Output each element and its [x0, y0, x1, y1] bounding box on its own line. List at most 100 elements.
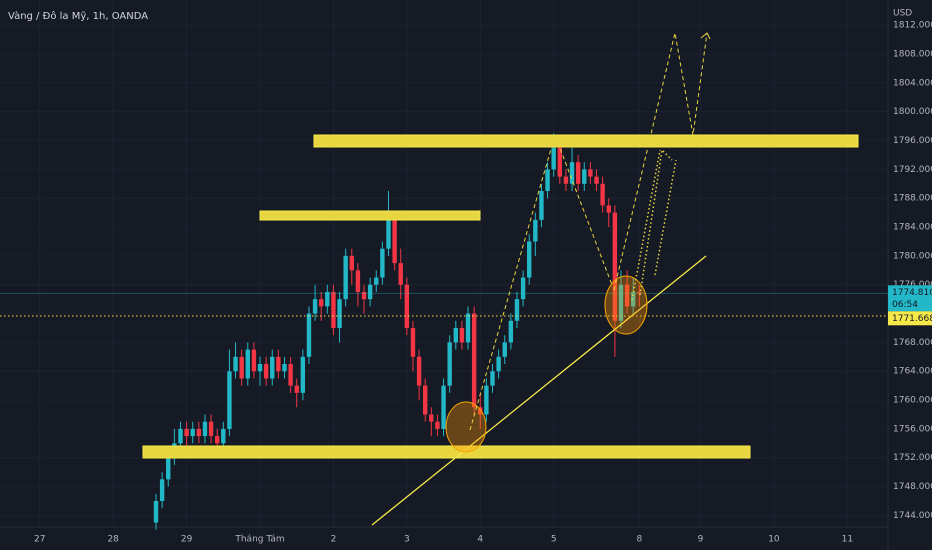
axis-unit: USD	[893, 9, 912, 19]
candle-body	[416, 356, 422, 386]
drawings	[142, 32, 859, 526]
y-tick-label: 1748.000	[893, 482, 932, 492]
candle-body	[484, 385, 489, 415]
candle-body	[380, 248, 385, 278]
y-tick-label: 1776.000	[893, 280, 932, 290]
candle-body	[600, 183, 605, 206]
x-tick-label: 27	[34, 535, 45, 545]
candle-body	[631, 291, 636, 307]
y-tick-label: 1812.000	[893, 21, 932, 31]
candle-body	[410, 327, 416, 357]
candle-body	[447, 342, 452, 386]
x-tick-label: Tháng Tám	[234, 535, 284, 545]
candle-body	[263, 364, 269, 379]
candle-body	[159, 479, 165, 501]
candle-body	[374, 277, 379, 285]
candle-body	[386, 219, 391, 249]
candle-body	[245, 349, 250, 379]
candle-body	[337, 299, 342, 328]
candle-body	[496, 356, 501, 372]
candle-body	[208, 421, 214, 437]
candle-body	[270, 356, 275, 379]
projection-dots	[654, 159, 677, 276]
y-tick-label: 1800.000	[893, 107, 932, 117]
candle-body	[325, 291, 330, 307]
candle-body	[251, 349, 257, 372]
projection-dots	[639, 148, 673, 296]
candle-body	[318, 299, 324, 307]
candle-body	[227, 371, 232, 429]
candle-body	[557, 147, 563, 177]
candle-body	[153, 500, 159, 523]
axis-labels: 1744.000 1748.000 1752.000 1756.000 1760.000…	[34, 21, 932, 545]
candle-body	[569, 162, 575, 184]
candle-body	[398, 263, 403, 285]
candle-body	[294, 385, 299, 393]
candle-body	[441, 385, 446, 429]
y-tick-label: 1788.000	[893, 194, 932, 204]
candle-body	[551, 147, 556, 170]
y-tick-label: 1804.000	[893, 78, 932, 88]
candle-body	[527, 241, 532, 278]
candle-body	[624, 284, 630, 307]
candle-body	[202, 421, 208, 437]
candle-body	[257, 364, 263, 372]
candle-body	[282, 364, 287, 372]
x-tick-label: 11	[842, 535, 853, 545]
y-tick-label: 1768.000	[893, 338, 932, 348]
candle-body	[502, 342, 507, 357]
candle-body	[435, 421, 440, 429]
candle-body	[508, 320, 514, 343]
x-tick-label: 4	[477, 535, 483, 545]
y-tick-label: 1744.000	[893, 511, 932, 521]
candle-body	[184, 428, 189, 437]
candle-body	[539, 191, 544, 220]
candle-body	[478, 407, 483, 415]
candle-body	[331, 291, 336, 328]
support-zone	[142, 445, 751, 459]
candle-body	[312, 299, 318, 314]
candles	[0, 133, 888, 530]
candle-body	[490, 371, 495, 386]
y-tick-label: 1792.000	[893, 165, 932, 175]
last-price-label: 1774.810	[892, 288, 932, 298]
x-tick-label: 28	[107, 535, 119, 545]
y-tick-label: 1780.000	[893, 251, 932, 261]
candle-body	[233, 356, 238, 372]
candle-body	[392, 219, 397, 264]
marker-price-label: 1771.668	[892, 314, 932, 324]
candle-body	[637, 291, 642, 294]
candle-body	[563, 176, 569, 184]
candle-body	[582, 169, 587, 184]
x-tick-label: 9	[698, 535, 704, 545]
x-tick-label: 2	[331, 535, 337, 545]
candle-body	[465, 313, 471, 343]
candle-body	[533, 219, 538, 242]
resistance-zone	[313, 134, 859, 148]
candle-body	[612, 212, 618, 321]
candle-body	[575, 162, 581, 184]
y-tick-label: 1796.000	[893, 136, 932, 146]
trend-line	[371, 255, 707, 526]
candle-body	[361, 291, 367, 300]
candle-body	[166, 457, 171, 480]
projection-path	[469, 133, 613, 431]
candle-body	[618, 284, 624, 321]
x-tick-label: 3	[404, 535, 410, 545]
highlight-circle	[445, 401, 487, 453]
candle-body	[520, 277, 526, 300]
candle-body	[343, 255, 348, 300]
resistance-zone	[259, 210, 481, 221]
candle-body	[545, 169, 550, 192]
x-tick-label: 29	[181, 535, 193, 545]
candle-body	[306, 313, 312, 357]
projection-dots	[631, 149, 661, 301]
candle-body	[404, 284, 410, 328]
candle-body	[453, 327, 458, 343]
y-tick-label: 1764.000	[893, 367, 932, 377]
candle-body	[349, 255, 354, 271]
candle-body	[300, 356, 306, 393]
candle-body	[367, 284, 373, 300]
y-tick-label: 1756.000	[893, 424, 932, 434]
candle-body	[594, 176, 599, 184]
